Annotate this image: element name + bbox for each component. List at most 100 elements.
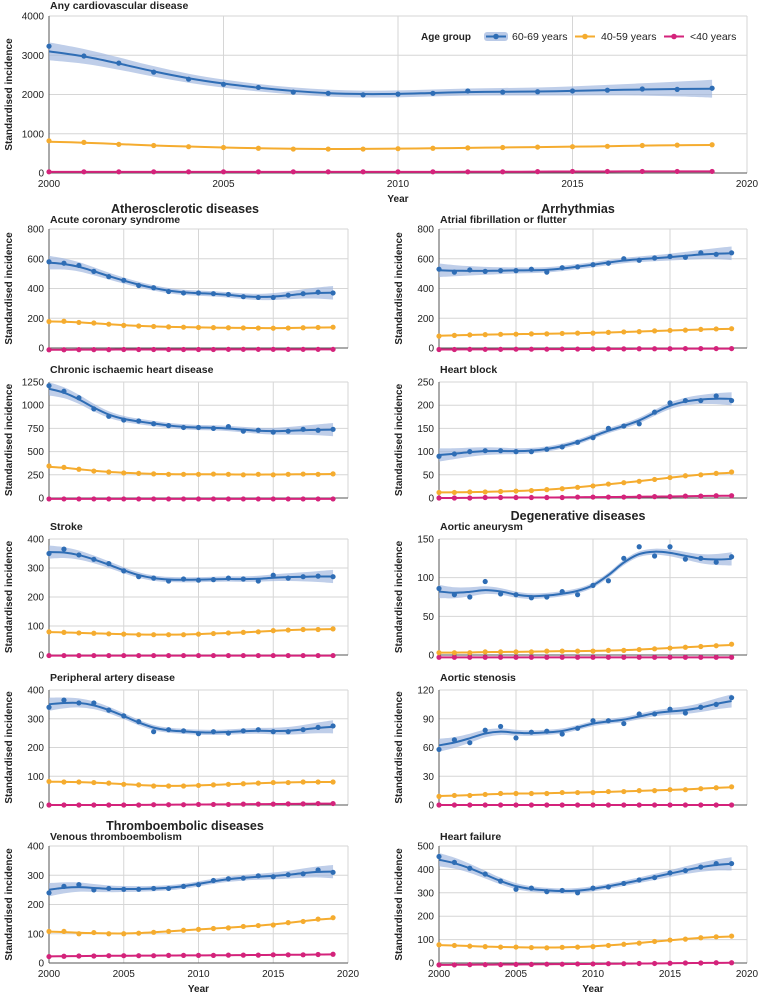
- data-point-60-69-years: [436, 266, 442, 272]
- data-point-40-59-years: [513, 488, 519, 494]
- data-point-40-59-years: [180, 324, 187, 330]
- data-point-60-69-years: [91, 700, 97, 706]
- y-axis-title: Standardised incidence: [394, 540, 405, 653]
- data-point-40-59-years: [76, 931, 82, 937]
- data-point-40-59-years: [621, 480, 627, 486]
- data-point-40-years: [575, 961, 581, 967]
- data-point-40-years: [482, 802, 488, 808]
- data-point-40-years: [559, 654, 565, 660]
- trend-line-40-59-years: [48, 917, 334, 935]
- confidence-band-60-69-years: [439, 246, 732, 278]
- data-point-60-69-years: [360, 92, 366, 98]
- data-point-40-59-years: [667, 645, 673, 651]
- data-point-60-69-years: [151, 421, 157, 427]
- data-point-60-69-years: [451, 859, 457, 865]
- data-point-40-59-years: [330, 626, 336, 632]
- data-point-40-years: [225, 496, 231, 502]
- data-point-40-years: [76, 652, 82, 659]
- data-point-40-59-years: [76, 630, 82, 636]
- data-point-40-59-years: [652, 938, 658, 945]
- data-point-40-years: [436, 495, 442, 501]
- data-point-40-59-years: [590, 648, 596, 654]
- data-point-40-years: [285, 801, 291, 807]
- x-tick-label: 2010: [387, 179, 410, 190]
- data-point-40-years: [300, 496, 306, 502]
- data-point-60-69-years: [151, 285, 157, 291]
- data-point-40-years: [467, 962, 473, 968]
- data-point-40-years: [166, 496, 172, 502]
- data-point-40-59-years: [285, 325, 291, 331]
- confidence-band-60-69-years: [49, 864, 334, 897]
- data-point-40-59-years: [559, 648, 565, 654]
- data-point-40-years: [729, 654, 735, 660]
- data-point-60-69-years: [575, 592, 581, 598]
- y-tick-label: 200: [27, 900, 44, 911]
- data-point-40-59-years: [528, 944, 535, 951]
- data-point-40-59-years: [621, 329, 627, 335]
- data-point-40-59-years: [270, 922, 276, 928]
- data-point-60-69-years: [605, 425, 612, 431]
- data-point-60-69-years: [285, 872, 291, 878]
- data-point-40-years: [639, 168, 645, 175]
- data-point-40-years: [285, 496, 291, 502]
- data-point-60-69-years: [482, 578, 488, 585]
- data-point-60-69-years: [575, 264, 581, 270]
- x-tick-label: 2010: [187, 969, 210, 980]
- y-tick-label: 0: [428, 494, 434, 505]
- data-point-60-69-years: [430, 90, 436, 96]
- data-point-40-59-years: [166, 632, 172, 638]
- data-point-60-69-years: [467, 594, 473, 600]
- data-point-40-years: [46, 496, 52, 502]
- data-point-60-69-years: [240, 576, 246, 582]
- data-point-40-59-years: [76, 779, 82, 785]
- data-point-60-69-years: [225, 291, 231, 298]
- y-tick-label: 0: [428, 959, 434, 970]
- data-point-40-59-years: [729, 469, 735, 475]
- data-point-40-59-years: [544, 945, 550, 951]
- x-tick-label: 2000: [428, 969, 451, 980]
- panel-title: Chronic ischaemic heart disease: [50, 364, 214, 376]
- data-point-40-59-years: [451, 942, 457, 949]
- panel-title: Atrial fibrillation or flutter: [440, 214, 567, 226]
- data-point-40-59-years: [151, 929, 157, 935]
- data-point-40-years: [151, 169, 157, 175]
- data-point-40-years: [195, 496, 202, 502]
- data-point-40-59-years: [46, 138, 52, 144]
- group-title-thromboembolic: Thromboembolic diseases: [106, 819, 264, 833]
- data-point-40-years: [136, 953, 142, 959]
- data-point-40-59-years: [451, 650, 457, 656]
- y-tick-label: 200: [417, 314, 434, 325]
- data-point-40-years: [255, 496, 261, 502]
- data-point-40-59-years: [590, 789, 596, 796]
- data-point-60-69-years: [636, 544, 642, 550]
- data-point-60-69-years: [498, 591, 504, 597]
- data-point-60-69-years: [285, 428, 291, 434]
- data-point-40-years: [590, 802, 596, 808]
- data-point-40-59-years: [61, 629, 67, 635]
- data-point-60-69-years: [210, 425, 217, 431]
- data-point-60-69-years: [106, 274, 112, 280]
- data-point-60-69-years: [136, 886, 142, 892]
- data-point-40-59-years: [121, 931, 127, 937]
- y-tick-label: 500: [27, 447, 44, 458]
- y-tick-label: 1250: [22, 378, 45, 389]
- data-point-40-years: [682, 654, 689, 660]
- data-point-40-59-years: [713, 643, 719, 649]
- chart-panel-venous-thromboembolism: 0 100 200 300 400 2000 2005 2010 2015 2020 Year Sta…: [4, 831, 360, 995]
- data-point-40-years: [559, 961, 565, 967]
- data-point-40-years: [621, 494, 627, 500]
- data-point-40-years: [270, 801, 276, 807]
- data-point-60-69-years: [46, 890, 52, 896]
- data-point-40-59-years: [395, 146, 401, 152]
- data-point-60-69-years: [451, 737, 457, 743]
- data-point-60-69-years: [46, 704, 52, 710]
- data-point-60-69-years: [210, 577, 217, 583]
- data-point-40-59-years: [106, 931, 112, 937]
- data-point-40-years: [180, 496, 187, 502]
- data-point-40-59-years: [255, 325, 261, 331]
- data-point-40-years: [255, 952, 261, 958]
- y-axis-title: Standardised incidence: [394, 383, 405, 496]
- data-point-40-years: [513, 802, 519, 808]
- data-point-60-69-years: [667, 706, 673, 712]
